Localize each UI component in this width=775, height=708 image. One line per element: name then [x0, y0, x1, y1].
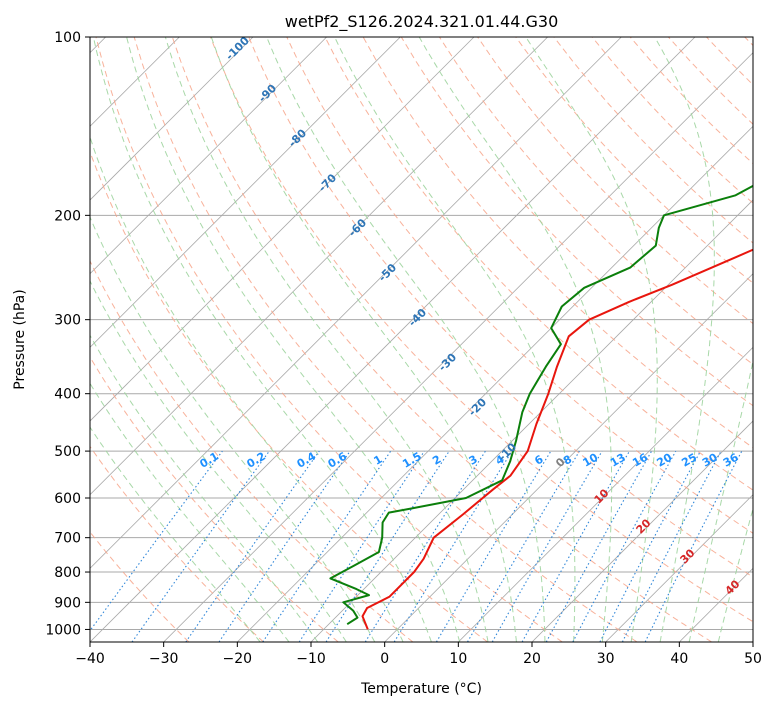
isotherm-line	[237, 125, 753, 642]
x-tick-label: 40	[670, 651, 688, 667]
moist-adiabat-line	[90, 334, 319, 642]
y-tick-label: 500	[54, 444, 81, 460]
isotherm-line	[90, 37, 475, 422]
x-tick-label: 20	[523, 651, 541, 667]
moist-adiabat-line	[210, 37, 517, 642]
mixing-ratio-line	[131, 450, 270, 642]
moist-adiabat-line	[266, 37, 546, 642]
y-tick-label: 300	[54, 313, 81, 329]
moist-adiabat-line	[654, 37, 715, 642]
dry-adiabat-line	[95, 37, 563, 642]
x-tick-label: −30	[149, 651, 179, 667]
x-tick-label: 50	[744, 651, 762, 667]
x-tick-label: −10	[296, 651, 326, 667]
dry-adiabat-line	[210, 37, 753, 623]
y-tick-label: 800	[54, 565, 81, 581]
y-tick-label: 1000	[45, 622, 81, 638]
y-tick-label: 900	[54, 595, 81, 611]
x-axis-title: Temperature (°C)	[360, 681, 482, 697]
isotherm-line	[605, 494, 753, 642]
x-tick-label: 0	[380, 651, 389, 667]
isotherm-line	[90, 37, 254, 201]
dry-adiabat-line	[286, 37, 753, 534]
moist-adiabat-line	[126, 37, 461, 642]
y-tick-label: 700	[54, 531, 81, 547]
moist-adiabat-line	[334, 37, 576, 642]
isotherm-line	[163, 52, 753, 642]
x-tick-label: 30	[597, 651, 615, 667]
moist-adiabat-line	[164, 37, 489, 642]
moist-adiabat-line	[688, 358, 753, 642]
y-tick-label: 600	[54, 491, 81, 507]
moist-adiabat-line	[525, 37, 658, 642]
dry-adiabat-line	[90, 445, 264, 642]
moist-adiabat-line	[418, 37, 613, 642]
isotherm-line	[384, 273, 753, 642]
chart-title: wetPf2_S126.2024.321.01.44.G30	[285, 12, 559, 32]
isotherm-line	[90, 37, 548, 496]
mixing-ratio-line	[545, 450, 653, 642]
dry-adiabat-line	[324, 37, 753, 491]
dry-adiabat-line	[248, 37, 753, 578]
plot-frame	[89, 36, 754, 643]
isotherm-line	[90, 37, 696, 642]
x-tick-label: 10	[449, 651, 467, 667]
isotherm-line	[90, 37, 327, 275]
mixing-ratio-line	[262, 450, 392, 642]
mixing-ratio-line	[521, 450, 630, 642]
moist-adiabat-line	[90, 426, 261, 642]
isotherm-line	[531, 420, 753, 642]
mixing-ratio-line	[325, 450, 450, 642]
y-tick-label: 100	[54, 30, 81, 46]
moist-adiabat-line	[90, 135, 404, 642]
dry-adiabat-line	[90, 356, 339, 642]
moist-adiabat-line	[92, 37, 432, 642]
mixing-ratio-line	[218, 450, 351, 642]
x-tick-label: −20	[223, 651, 253, 667]
mixing-ratio-line	[298, 450, 425, 642]
y-tick-label: 400	[54, 387, 81, 403]
mixing-ratio-line	[393, 450, 513, 642]
dry-adiabat-line	[515, 37, 753, 284]
y-axis-title: Pressure (hPa)	[12, 289, 28, 389]
x-tick-label: −40	[75, 651, 105, 667]
dry-adiabat-line	[90, 259, 414, 642]
mixing-ratio-line	[572, 450, 677, 642]
y-tick-label: 200	[54, 208, 81, 224]
moist-adiabat-line	[90, 382, 290, 642]
mixing-ratio-line	[644, 450, 743, 642]
mixing-ratio-line	[90, 450, 223, 632]
temperature-profile-line	[361, 248, 753, 630]
moist-adiabat-line	[717, 506, 753, 642]
dewpoint-profile-line	[329, 184, 753, 626]
isotherm-line	[90, 37, 401, 348]
isotherm-line	[90, 37, 622, 569]
mixing-ratio-line	[185, 450, 320, 642]
moist-adiabat-line	[90, 215, 376, 642]
isotherm-line	[458, 346, 753, 642]
